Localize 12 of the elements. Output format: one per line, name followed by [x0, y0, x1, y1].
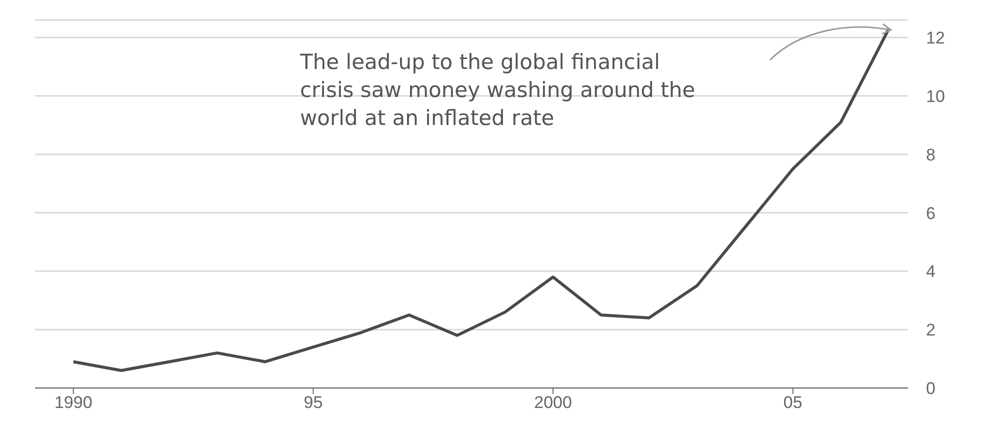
y-tick-label: 8 — [926, 145, 936, 164]
x-tick-label: 1990 — [54, 393, 92, 412]
y-tick-label: 6 — [926, 204, 936, 223]
y-tick-label: 10 — [926, 86, 945, 106]
y-tick-label: 0 — [926, 379, 936, 398]
x-tick-label: 95 — [304, 393, 323, 412]
x-tick-label: 05 — [783, 393, 802, 412]
y-tick-label: 2 — [926, 320, 936, 340]
annotation: The lead-up to the global financial crisis saw money washing around the world at an inflated rate — [300, 49, 696, 132]
y-tick-label: 4 — [926, 262, 936, 282]
y-tick-label: 12 — [926, 28, 945, 48]
x-tick-label: 2000 — [534, 393, 572, 412]
